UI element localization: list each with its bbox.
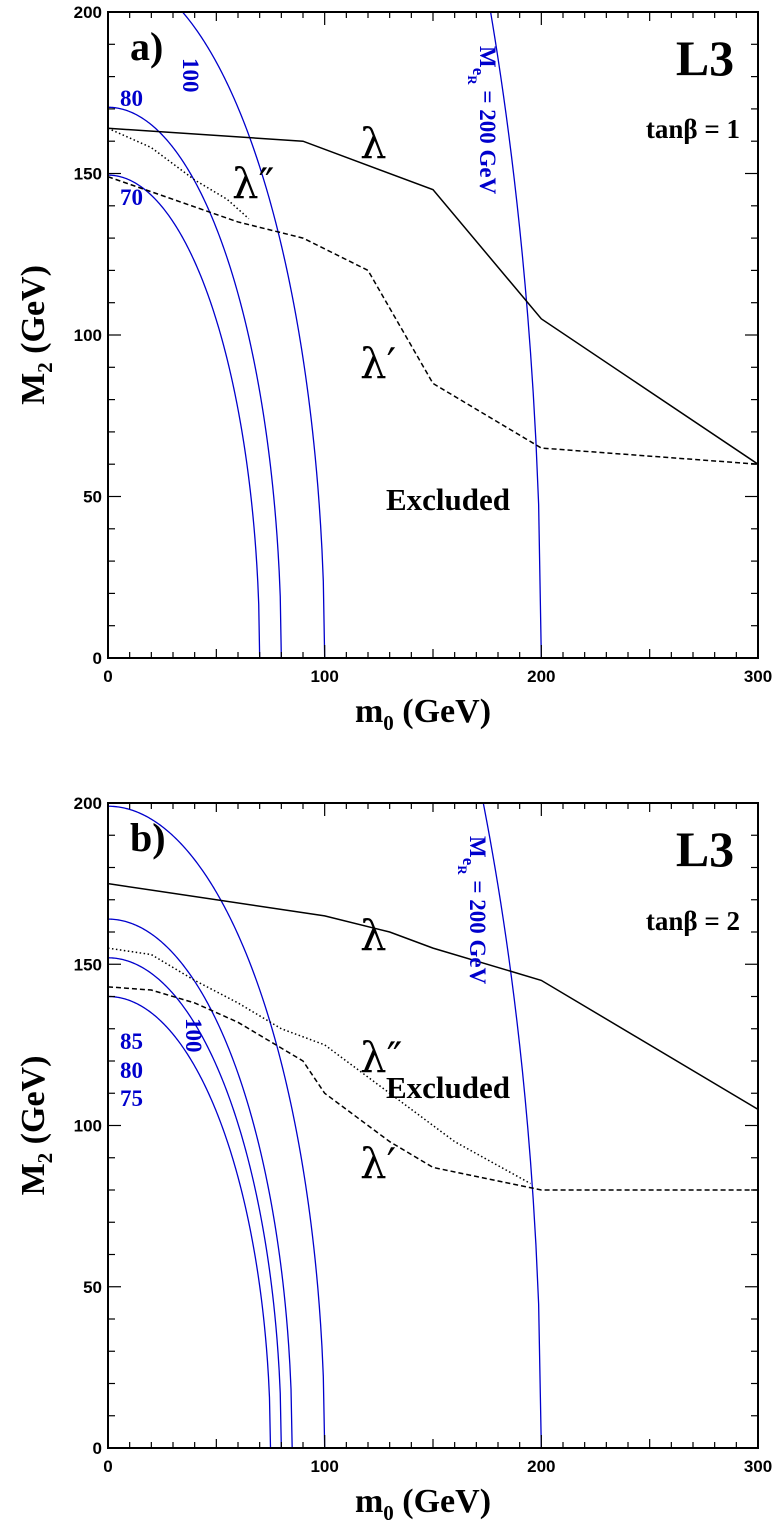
contour-label: 100 <box>178 58 203 93</box>
experiment-label: L3 <box>676 821 734 877</box>
contour-label-sub: e <box>469 68 488 76</box>
plot-area <box>108 12 758 658</box>
plot-area <box>108 803 758 1448</box>
contour-label-subsub: R <box>465 75 480 85</box>
y-axis-title-main: M <box>15 373 52 405</box>
contour-label-m: M <box>465 836 490 858</box>
x-tick-label: 200 <box>527 1457 555 1476</box>
x-axis-title-main: m <box>355 693 383 730</box>
x-tick-label: 100 <box>310 1457 338 1476</box>
selectron-contour-80 <box>108 957 282 1448</box>
contour-label: 75 <box>120 1086 143 1111</box>
contour-label-rest: = 200 GeV <box>465 875 490 985</box>
y-axis-title-unit: (GeV) <box>15 1056 52 1153</box>
contour-label: 85 <box>120 1029 143 1054</box>
curve-label: λ″ <box>360 1033 402 1082</box>
contour-label-sub: e <box>459 858 478 866</box>
y-axis-title: M2 (GeV) <box>15 1056 57 1196</box>
curve-label: λ″ <box>232 159 274 208</box>
selectron-contour-70 <box>108 174 261 658</box>
y-tick-label: 0 <box>93 649 102 668</box>
x-axis-title: m0 (GeV) <box>355 693 491 735</box>
x-axis-title-sub: 0 <box>383 711 394 735</box>
x-tick-label: 0 <box>103 1457 112 1476</box>
contour-label: 80 <box>120 1058 143 1083</box>
y-tick-label: 50 <box>83 488 102 507</box>
x-axis-title-sub: 0 <box>383 1501 394 1524</box>
excluded-region-label: Excluded <box>386 482 510 517</box>
curve-label: λ <box>360 911 387 960</box>
x-tick-label: 100 <box>310 667 338 686</box>
y-axis-title-main: M <box>15 1163 52 1195</box>
excluded-region-label: Excluded <box>386 1070 510 1105</box>
y-tick-label: 200 <box>74 3 102 22</box>
contour-label: 100 <box>181 1018 206 1053</box>
contour-label-main: MeR = 200 GeV <box>465 46 500 195</box>
experiment-label: L3 <box>676 30 734 86</box>
y-tick-label: 0 <box>93 1439 102 1458</box>
curve-label: λ′ <box>360 339 396 388</box>
lambda-double-prime-limit-curve <box>108 127 250 220</box>
curve-label: λ <box>360 119 387 168</box>
tanbeta-label: tanβ = 1 <box>646 114 740 144</box>
y-axis-title-unit: (GeV) <box>15 265 52 362</box>
x-tick-label: 300 <box>744 1457 772 1476</box>
panel-tag: b) <box>130 815 166 860</box>
lambda-prime-limit-curve <box>108 176 758 465</box>
contour-label-m: M <box>475 46 500 68</box>
lambda-double-prime-limit-curve <box>108 947 531 1185</box>
contour-label-rest: = 200 GeV <box>475 85 500 195</box>
selectron-contour-75 <box>108 995 272 1448</box>
y-tick-label: 150 <box>74 955 102 974</box>
y-axis-title: M2 (GeV) <box>15 265 57 405</box>
plot-frame <box>107 802 759 1449</box>
curve-label: λ′ <box>360 1139 396 1188</box>
y-axis-title-sub: 2 <box>33 362 57 373</box>
lambda-prime-limit-curve <box>108 986 758 1191</box>
contour-label-subsub: R <box>455 865 470 875</box>
y-tick-label: 50 <box>83 1278 102 1297</box>
x-axis-title-main: m <box>355 1483 383 1520</box>
x-tick-label: 200 <box>527 667 555 686</box>
selectron-contour-85 <box>108 918 293 1448</box>
y-tick-label: 200 <box>74 794 102 813</box>
selectron-contour-100 <box>108 805 326 1448</box>
lambda-limit-curve <box>108 882 758 1111</box>
x-axis-title: m0 (GeV) <box>355 1483 491 1524</box>
tanbeta-label: tanβ = 2 <box>646 906 740 936</box>
y-tick-label: 100 <box>74 326 102 345</box>
y-tick-label: 150 <box>74 165 102 184</box>
x-tick-label: 300 <box>744 667 772 686</box>
contour-label: 80 <box>120 86 143 111</box>
lambda-limit-curve <box>108 127 758 465</box>
x-tick-label: 0 <box>103 667 112 686</box>
x-axis-title-unit: (GeV) <box>394 1483 491 1520</box>
contour-label: 70 <box>120 185 143 210</box>
y-tick-label: 100 <box>74 1117 102 1136</box>
y-axis-title-sub: 2 <box>33 1153 57 1164</box>
plot-frame <box>107 11 759 659</box>
panel-tag: a) <box>130 24 163 69</box>
selectron-contour-80 <box>108 106 282 658</box>
selectron-contour-100 <box>181 12 326 658</box>
contour-label-main: MeR = 200 GeV <box>455 836 490 985</box>
x-axis-title-unit: (GeV) <box>394 693 491 730</box>
